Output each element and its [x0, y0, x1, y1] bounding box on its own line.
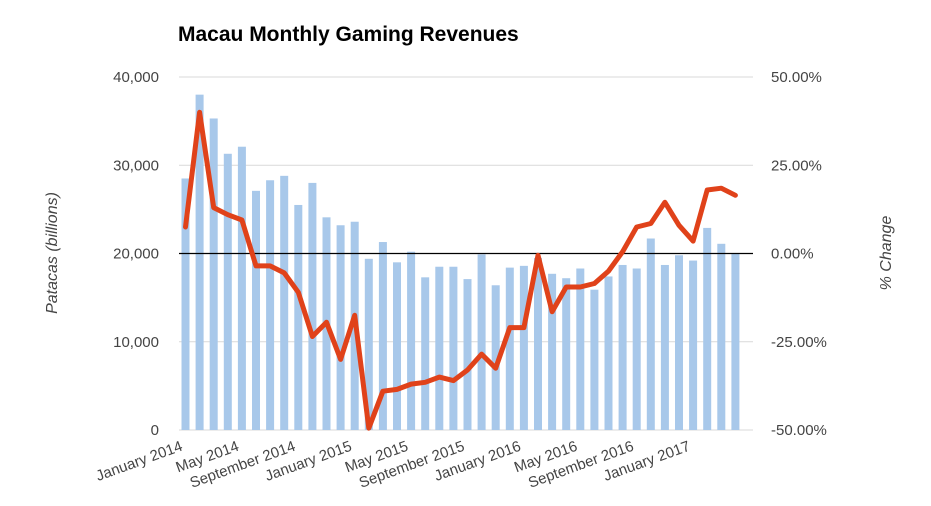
left-tick-label: 30,000 [113, 157, 159, 174]
right-tick-label: -50.00% [771, 422, 827, 439]
revenue-bar [209, 118, 218, 430]
right-tick-label: -25.00% [771, 334, 827, 351]
right-tick-label: 25.00% [771, 157, 822, 174]
revenue-bar [646, 238, 655, 430]
revenue-bar [660, 264, 669, 430]
revenue-bar [252, 190, 260, 430]
revenue-bar [519, 265, 528, 430]
revenue-bar [393, 262, 401, 430]
revenue-bar [604, 276, 613, 430]
right-tick-label: 0.00% [771, 246, 814, 263]
right-axis-ticks: -50.00% -25.00% 0.00% 25.00% 50.00% [771, 69, 827, 439]
revenue-bar [280, 175, 289, 430]
x-tick-label: January 2014 [94, 438, 185, 485]
revenue-bar [407, 251, 416, 430]
right-tick-label: 50.00% [771, 69, 822, 86]
revenue-bar [336, 225, 345, 430]
revenue-bars [181, 94, 740, 431]
left-tick-label: 20,000 [113, 246, 159, 263]
revenue-bar [717, 243, 726, 430]
revenue-bar [378, 242, 387, 430]
revenue-bar [618, 264, 627, 430]
revenue-bar [675, 255, 683, 430]
revenue-bar [266, 180, 275, 430]
revenue-bar [463, 279, 472, 430]
revenue-bar [632, 268, 641, 430]
right-axis-title: % Change [878, 216, 895, 291]
revenue-bar [364, 258, 373, 430]
left-tick-label: 10,000 [113, 334, 159, 351]
revenue-bar [505, 267, 514, 430]
revenue-bar [435, 266, 444, 430]
chart-title: Macau Monthly Gaming Revenues [178, 23, 519, 46]
revenue-bar [308, 182, 317, 430]
revenue-bar [491, 285, 500, 430]
left-axis-title: Patacas (billions) [44, 192, 61, 314]
left-tick-label: 0 [151, 422, 159, 439]
revenue-bar [703, 227, 712, 430]
percent-change-line [183, 109, 738, 431]
revenue-bar [421, 277, 430, 430]
left-axis-ticks: 0 10,000 20,000 30,000 40,000 [113, 69, 159, 439]
revenue-bar [548, 273, 557, 430]
revenue-bar [477, 254, 486, 430]
revenue-bar [689, 260, 698, 430]
revenue-bar [181, 178, 190, 430]
revenue-bar [294, 204, 303, 430]
revenue-bar [237, 146, 246, 430]
revenue-bar [731, 253, 740, 430]
revenue-bar [562, 278, 571, 430]
revenue-bar [223, 153, 232, 430]
revenue-bar [449, 266, 458, 430]
revenue-bar [590, 289, 599, 430]
revenue-bar [195, 94, 204, 431]
left-tick-label: 40,000 [113, 69, 159, 86]
revenue-bar [576, 268, 585, 430]
revenue-bar [534, 257, 542, 430]
